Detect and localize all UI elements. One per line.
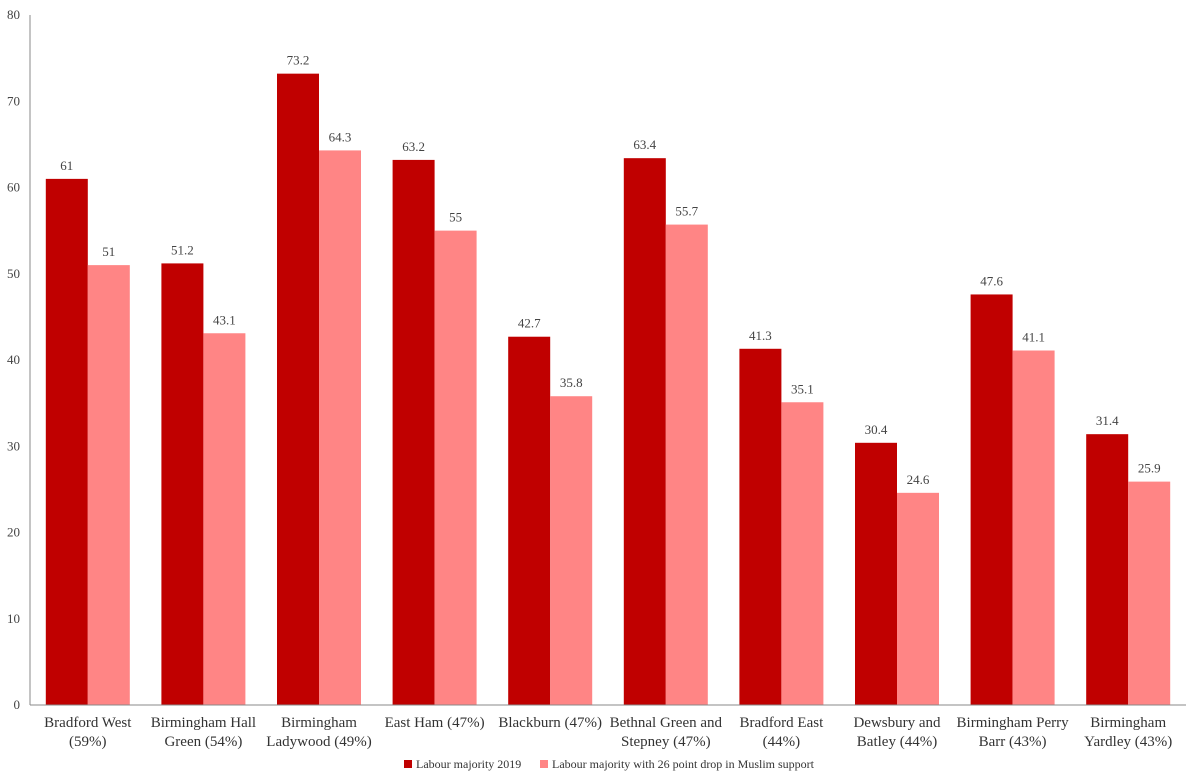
category-label: Birmingham Hall Green (54%): [151, 715, 256, 750]
bar-labour-2019-0: [45, 178, 88, 705]
data-label: 31.4: [1096, 413, 1119, 428]
data-label: 47.6: [980, 273, 1003, 288]
category-label-line: Ladywood (49%): [266, 734, 371, 750]
data-label: 73.2: [287, 53, 310, 68]
data-label: 55.7: [675, 204, 698, 219]
category-label: Bradford East (44%): [740, 715, 825, 750]
bar-labour-2019-8: [970, 294, 1013, 705]
y-tick-label: 70: [7, 93, 20, 108]
bar-labour-2019-2: [277, 73, 319, 705]
category-label-line: (59%): [69, 734, 107, 750]
data-label: 64.3: [329, 129, 352, 144]
bar-labour-drop-4: [550, 396, 593, 705]
category-label: Birmingham Perry Barr (43%): [957, 715, 1070, 750]
data-label: 43.1: [213, 312, 236, 327]
bar-labour-drop-6: [781, 402, 824, 705]
y-axis: 0 10 20 30 40 50 60 70 80: [7, 7, 31, 712]
bar-labour-drop-0: [87, 265, 130, 705]
bar-labour-drop-8: [1012, 350, 1055, 705]
category-label-line: Yardley (43%): [1084, 734, 1172, 750]
x-axis: Bradford West (59%) Birmingham Hall Green (…: [30, 704, 1186, 750]
category-label-line: Bethnal Green and: [610, 715, 723, 731]
category-label: East Ham (47%): [385, 715, 485, 731]
data-label: 41.3: [749, 328, 772, 343]
category-label-line: Dewsbury and: [853, 715, 941, 731]
bars: [45, 73, 1171, 706]
y-tick-label: 10: [7, 611, 20, 626]
category-label: Birmingham Yardley (43%): [1084, 715, 1172, 750]
bar-labour-drop-5: [665, 224, 708, 705]
data-label: 51.2: [171, 242, 194, 257]
legend-label: Labour majority 2019: [416, 757, 521, 771]
category-label-line: Green (54%): [164, 734, 242, 750]
y-tick-label: 0: [14, 697, 21, 712]
category-label-line: (44%): [763, 734, 801, 750]
y-tick-label: 80: [7, 7, 20, 22]
bar-labour-2019-9: [1086, 434, 1129, 705]
y-tick-label: 60: [7, 180, 20, 195]
bar-labour-drop-1: [203, 333, 246, 705]
category-label: Bethnal Green and Stepney (47%): [610, 715, 723, 750]
y-tick-label: 20: [7, 525, 20, 540]
category-label-line: Birmingham: [281, 715, 357, 731]
data-label: 41.1: [1022, 330, 1045, 345]
data-label: 63.4: [633, 137, 656, 152]
bar-labour-drop-9: [1128, 481, 1171, 705]
category-label: Bradford West (59%): [44, 715, 132, 750]
data-label: 35.1: [791, 381, 814, 396]
category-label-line: Stepney (47%): [621, 734, 711, 750]
bar-labour-2019-7: [855, 442, 897, 705]
data-label: 24.6: [907, 472, 930, 487]
data-label: 61: [60, 158, 73, 173]
data-label: 63.2: [402, 139, 425, 154]
data-label: 25.9: [1138, 461, 1161, 476]
bar-labour-2019-5: [623, 158, 666, 706]
data-label: 51: [102, 244, 115, 259]
data-label: 55: [449, 210, 462, 225]
data-label: 35.8: [560, 375, 583, 390]
category-label-line: Blackburn (47%): [498, 715, 602, 731]
y-tick-label: 40: [7, 352, 20, 367]
category-label: Blackburn (47%): [498, 715, 602, 731]
legend-label: Labour majority with 26 point drop in Mu…: [552, 757, 815, 771]
y-tick-label: 30: [7, 438, 20, 453]
bar-labour-drop-7: [897, 492, 939, 705]
bar-labour-2019-4: [508, 336, 551, 705]
category-label-line: Birmingham: [1090, 715, 1166, 731]
bar-labour-2019-1: [161, 263, 204, 705]
bar-labour-drop-3: [434, 230, 477, 705]
category-label-line: Birmingham Hall: [151, 715, 256, 731]
y-tick-label: 50: [7, 266, 20, 281]
data-label: 30.4: [865, 422, 888, 437]
legend-swatch: [540, 760, 548, 768]
category-label-line: Batley (44%): [857, 734, 937, 750]
bar-labour-2019-3: [392, 159, 435, 705]
data-label: 42.7: [518, 316, 541, 331]
category-label-line: Birmingham Perry: [957, 715, 1070, 731]
category-label-line: Bradford West: [44, 715, 132, 731]
legend: Labour majority 2019 Labour majority with…: [404, 757, 815, 771]
bar-labour-2019-6: [739, 348, 782, 705]
bar-labour-drop-2: [319, 150, 361, 706]
category-label: Dewsbury and Batley (44%): [853, 715, 941, 750]
category-label-line: Bradford East: [740, 715, 825, 731]
category-label-line: Barr (43%): [979, 734, 1047, 750]
category-label: Birmingham Ladywood (49%): [266, 715, 371, 750]
data-labels: 61 51 51.2 43.1 73.2 64.3 63.2 55 42.7 35.8 63.4 55…: [60, 53, 1160, 487]
category-label-line: East Ham (47%): [385, 715, 485, 731]
legend-swatch: [404, 760, 412, 768]
